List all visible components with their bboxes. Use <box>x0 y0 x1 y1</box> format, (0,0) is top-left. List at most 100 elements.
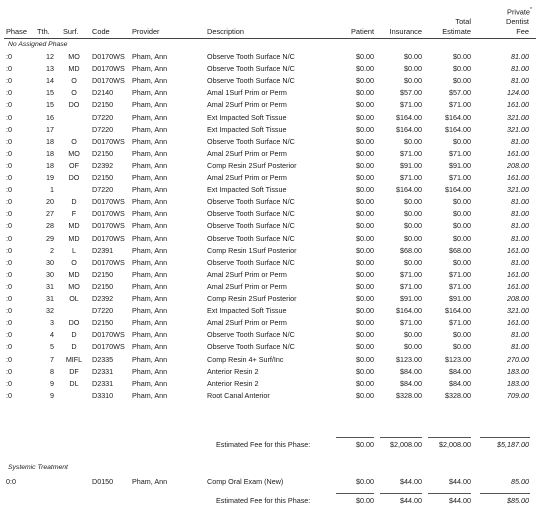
procedure-row: 0:0 D0150 Pham, Ann Comp Oral Exam (New) $0.… <box>0 476 540 488</box>
header-divider <box>4 38 536 39</box>
insurance-cell: $0.00 <box>404 52 422 61</box>
tooth-cell: 12 <box>46 52 54 61</box>
procedure-row: :0 15 DO D2150 Pham, Ann Amal 2Surf Prim or P… <box>0 99 540 111</box>
provider-cell: Pham, Ann <box>132 88 168 98</box>
surface-cell: D <box>71 330 77 340</box>
description-cell: Anterior Resin 2 <box>207 366 259 376</box>
description-cell: Observe Tooth Surface N/C <box>207 76 295 86</box>
patient-cell: $0.00 <box>356 136 374 146</box>
surface-cell: DO <box>68 173 80 182</box>
private-fee-cell: 321.00 <box>507 185 529 195</box>
phase-group-label: Systemic Treatment <box>8 464 68 471</box>
provider-cell: Pham, Ann <box>132 378 168 388</box>
patient-cell: $0.00 <box>356 281 374 291</box>
procedure-row: :0 19 DO D2150 Pham, Ann Amal 2Surf Prim or P… <box>0 172 540 184</box>
code-cell: D3310 <box>92 390 114 400</box>
procedure-row: :0 15 O D2140 Pham, Ann Amal 1Surf Prim or Pe… <box>0 87 540 99</box>
surface-cell: DO <box>68 100 80 110</box>
summary-total-estimate: $2,008.00 <box>439 440 471 449</box>
insurance-cell: $91.00 <box>400 294 422 303</box>
tooth-cell: 9 <box>50 390 54 400</box>
subtotal-rule <box>480 493 530 494</box>
phase-cell: :0 <box>6 257 12 267</box>
private-fee-cell: 321.00 <box>507 124 529 134</box>
patient-cell: $0.00 <box>356 390 374 400</box>
description-cell: Amal 1Surf Prim or Perm <box>207 88 287 98</box>
description-cell: Root Canal Anterior <box>207 390 270 400</box>
header-surface: Surf. <box>63 27 79 36</box>
code-cell: D2150 <box>92 318 114 328</box>
tooth-cell: 17 <box>46 124 54 134</box>
private-fee-cell: 270.00 <box>507 354 529 364</box>
description-cell: Comp Resin 1Surf Posterior <box>207 245 297 255</box>
total-estimate-cell: $164.00 <box>445 124 471 134</box>
subtotal-rule <box>428 493 471 494</box>
insurance-cell: $57.00 <box>400 88 422 98</box>
header-patient: Patient <box>350 27 374 36</box>
insurance-cell: $123.00 <box>396 354 422 364</box>
surface-cell: O <box>71 88 77 98</box>
description-cell: Amal 2Surf Prim or Perm <box>207 173 287 182</box>
phase-cell: :0 <box>6 306 12 316</box>
procedure-row: :0 8 DF D2331 Pham, Ann Anterior Resin 2 $0.00… <box>0 366 540 378</box>
total-estimate-cell: $71.00 <box>449 100 471 110</box>
tooth-cell: 3 <box>50 318 54 328</box>
procedure-row: :0 31 OL D2392 Pham, Ann Comp Resin 2Surf Pos… <box>0 293 540 305</box>
tooth-cell: 32 <box>46 306 54 316</box>
code-cell: D2140 <box>92 88 114 98</box>
total-estimate-cell: $0.00 <box>453 209 471 219</box>
private-fee-cell: 81.00 <box>511 233 529 243</box>
code-cell: D0170WS <box>92 64 125 74</box>
procedure-row: :0 30 MD D2150 Pham, Ann Amal 2Surf Prim or P… <box>0 269 540 281</box>
total-estimate-cell: $0.00 <box>453 76 471 86</box>
phase-cell: :0 <box>6 354 12 364</box>
subtotal-rule <box>380 437 422 438</box>
patient-cell: $0.00 <box>356 76 374 86</box>
surface-cell: D <box>71 342 77 352</box>
tooth-cell: 18 <box>46 136 54 146</box>
phase-cell: :0 <box>6 390 12 400</box>
tooth-cell: 29 <box>46 233 54 243</box>
phase-cell: :0 <box>6 76 12 86</box>
patient-cell: $0.00 <box>356 148 374 158</box>
total-estimate-cell: $0.00 <box>453 64 471 74</box>
private-fee-cell: 81.00 <box>511 257 529 267</box>
insurance-cell: $0.00 <box>404 221 422 231</box>
phase-cell: :0 <box>6 160 12 170</box>
summary-insurance: $44.00 <box>400 496 422 505</box>
description-cell: Ext Impacted Soft Tissue <box>207 112 287 122</box>
procedure-row: :0 18 OF D2392 Pham, Ann Comp Resin 2Surf Pos… <box>0 160 540 172</box>
procedure-row: :0 28 MD D0170WS Pham, Ann Observe Tooth Surf… <box>0 220 540 232</box>
code-cell: D2150 <box>92 148 114 158</box>
tooth-cell: 30 <box>46 257 54 267</box>
total-estimate-cell: $57.00 <box>449 88 471 98</box>
patient-cell: $0.00 <box>356 477 374 486</box>
phase-cell: :0 <box>6 233 12 243</box>
subtotal-rule <box>336 493 374 494</box>
code-cell: D0170WS <box>92 52 125 61</box>
phase-cell: :0 <box>6 197 12 207</box>
private-fee-cell: 321.00 <box>507 306 529 316</box>
tooth-cell: 30 <box>46 269 54 279</box>
tooth-cell: 31 <box>46 281 54 291</box>
patient-cell: $0.00 <box>356 173 374 182</box>
procedure-row: :0 9 DL D2331 Pham, Ann Anterior Resin 2 $0.00… <box>0 378 540 390</box>
patient-cell: $0.00 <box>356 185 374 195</box>
insurance-cell: $164.00 <box>396 124 422 134</box>
phase-cell: :0 <box>6 318 12 328</box>
description-cell: Comp Resin 2Surf Posterior <box>207 160 297 170</box>
code-cell: D2150 <box>92 173 114 182</box>
code-cell: D2335 <box>92 354 114 364</box>
total-estimate-cell: $0.00 <box>453 136 471 146</box>
private-fee-cell: 161.00 <box>507 269 529 279</box>
tooth-cell: 16 <box>46 112 54 122</box>
description-cell: Ext Impacted Soft Tissue <box>207 185 287 195</box>
private-fee-cell: 321.00 <box>507 112 529 122</box>
total-estimate-cell: $91.00 <box>449 160 471 170</box>
surface-cell: L <box>72 245 76 255</box>
procedure-row: :0 17 D7220 Pham, Ann Ext Impacted Soft Tiss… <box>0 124 540 136</box>
provider-cell: Pham, Ann <box>132 76 168 86</box>
total-estimate-cell: $91.00 <box>449 294 471 303</box>
phase-cell: :0 <box>6 88 12 98</box>
provider-cell: Pham, Ann <box>132 100 168 110</box>
